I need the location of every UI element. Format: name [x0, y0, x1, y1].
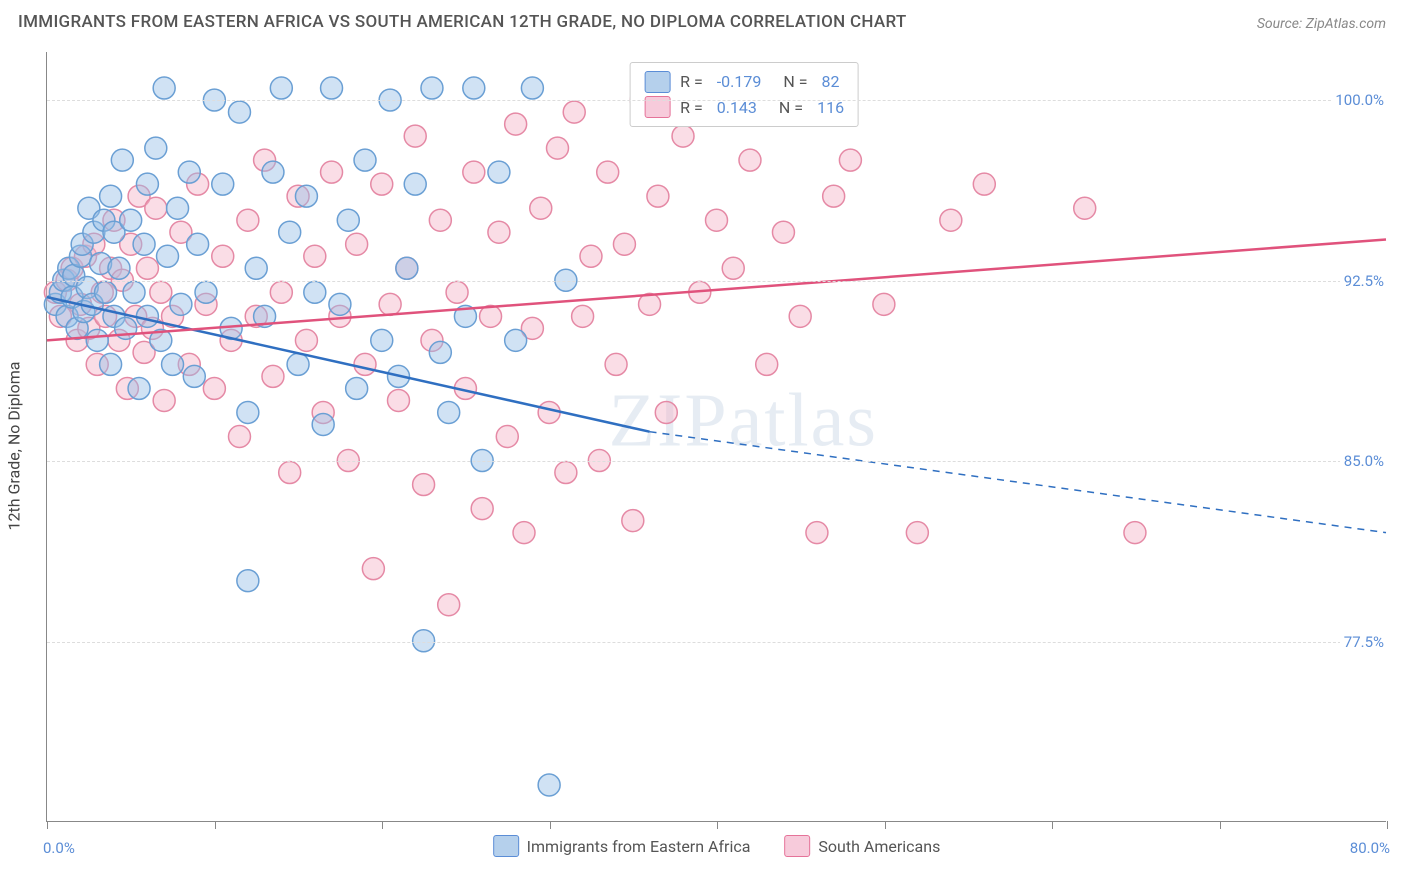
series-legend: Immigrants from Eastern Africa South Ame… [493, 835, 941, 857]
x-axis-min: 0.0% [43, 839, 75, 857]
gridline [47, 461, 1386, 462]
correlation-legend: R = -0.179 N = 82 R = 0.143 N = 116 [629, 62, 859, 127]
n-value: 116 [817, 95, 844, 121]
r-value: 0.143 [717, 95, 757, 121]
r-label: R = [680, 69, 703, 95]
legend-row-blue: R = -0.179 N = 82 [644, 69, 844, 95]
x-tick [47, 821, 48, 829]
n-value: 82 [822, 69, 840, 95]
x-tick [1387, 821, 1388, 829]
r-label: R = [680, 95, 703, 121]
y-axis-title: 12th Grade, No Diploma [5, 362, 24, 531]
source-label: Source: ZipAtlas.com [1257, 16, 1386, 32]
x-tick [885, 821, 886, 829]
legend-item-blue: Immigrants from Eastern Africa [493, 835, 751, 857]
n-label: N = [783, 69, 807, 95]
x-tick [382, 821, 383, 829]
y-tick-label: 100.0% [1331, 91, 1388, 109]
r-value: -0.179 [717, 69, 762, 95]
x-tick [1220, 821, 1221, 829]
gridline [47, 100, 1386, 101]
y-tick-label: 85.0% [1340, 452, 1388, 470]
series-label: South Americans [818, 837, 940, 856]
x-tick [215, 821, 216, 829]
chart-title: IMMIGRANTS FROM EASTERN AFRICA VS SOUTH … [18, 12, 907, 32]
swatch-icon [644, 71, 670, 93]
scatter-plot [47, 52, 1386, 821]
swatch-icon [493, 835, 519, 857]
legend-row-pink: R = 0.143 N = 116 [644, 95, 844, 121]
x-tick [550, 821, 551, 829]
chart-area: ZIPatlas R = -0.179 N = 82 R = 0.143 N =… [46, 52, 1386, 822]
gridline [47, 642, 1386, 643]
y-tick-label: 92.5% [1340, 272, 1388, 290]
gridline [47, 281, 1386, 282]
x-axis-max: 80.0% [1350, 839, 1390, 857]
x-tick [1052, 821, 1053, 829]
n-label: N = [779, 95, 803, 121]
x-tick [717, 821, 718, 829]
y-tick-label: 77.5% [1340, 633, 1388, 651]
series-label: Immigrants from Eastern Africa [527, 837, 751, 856]
swatch-icon [784, 835, 810, 857]
legend-item-pink: South Americans [784, 835, 940, 857]
